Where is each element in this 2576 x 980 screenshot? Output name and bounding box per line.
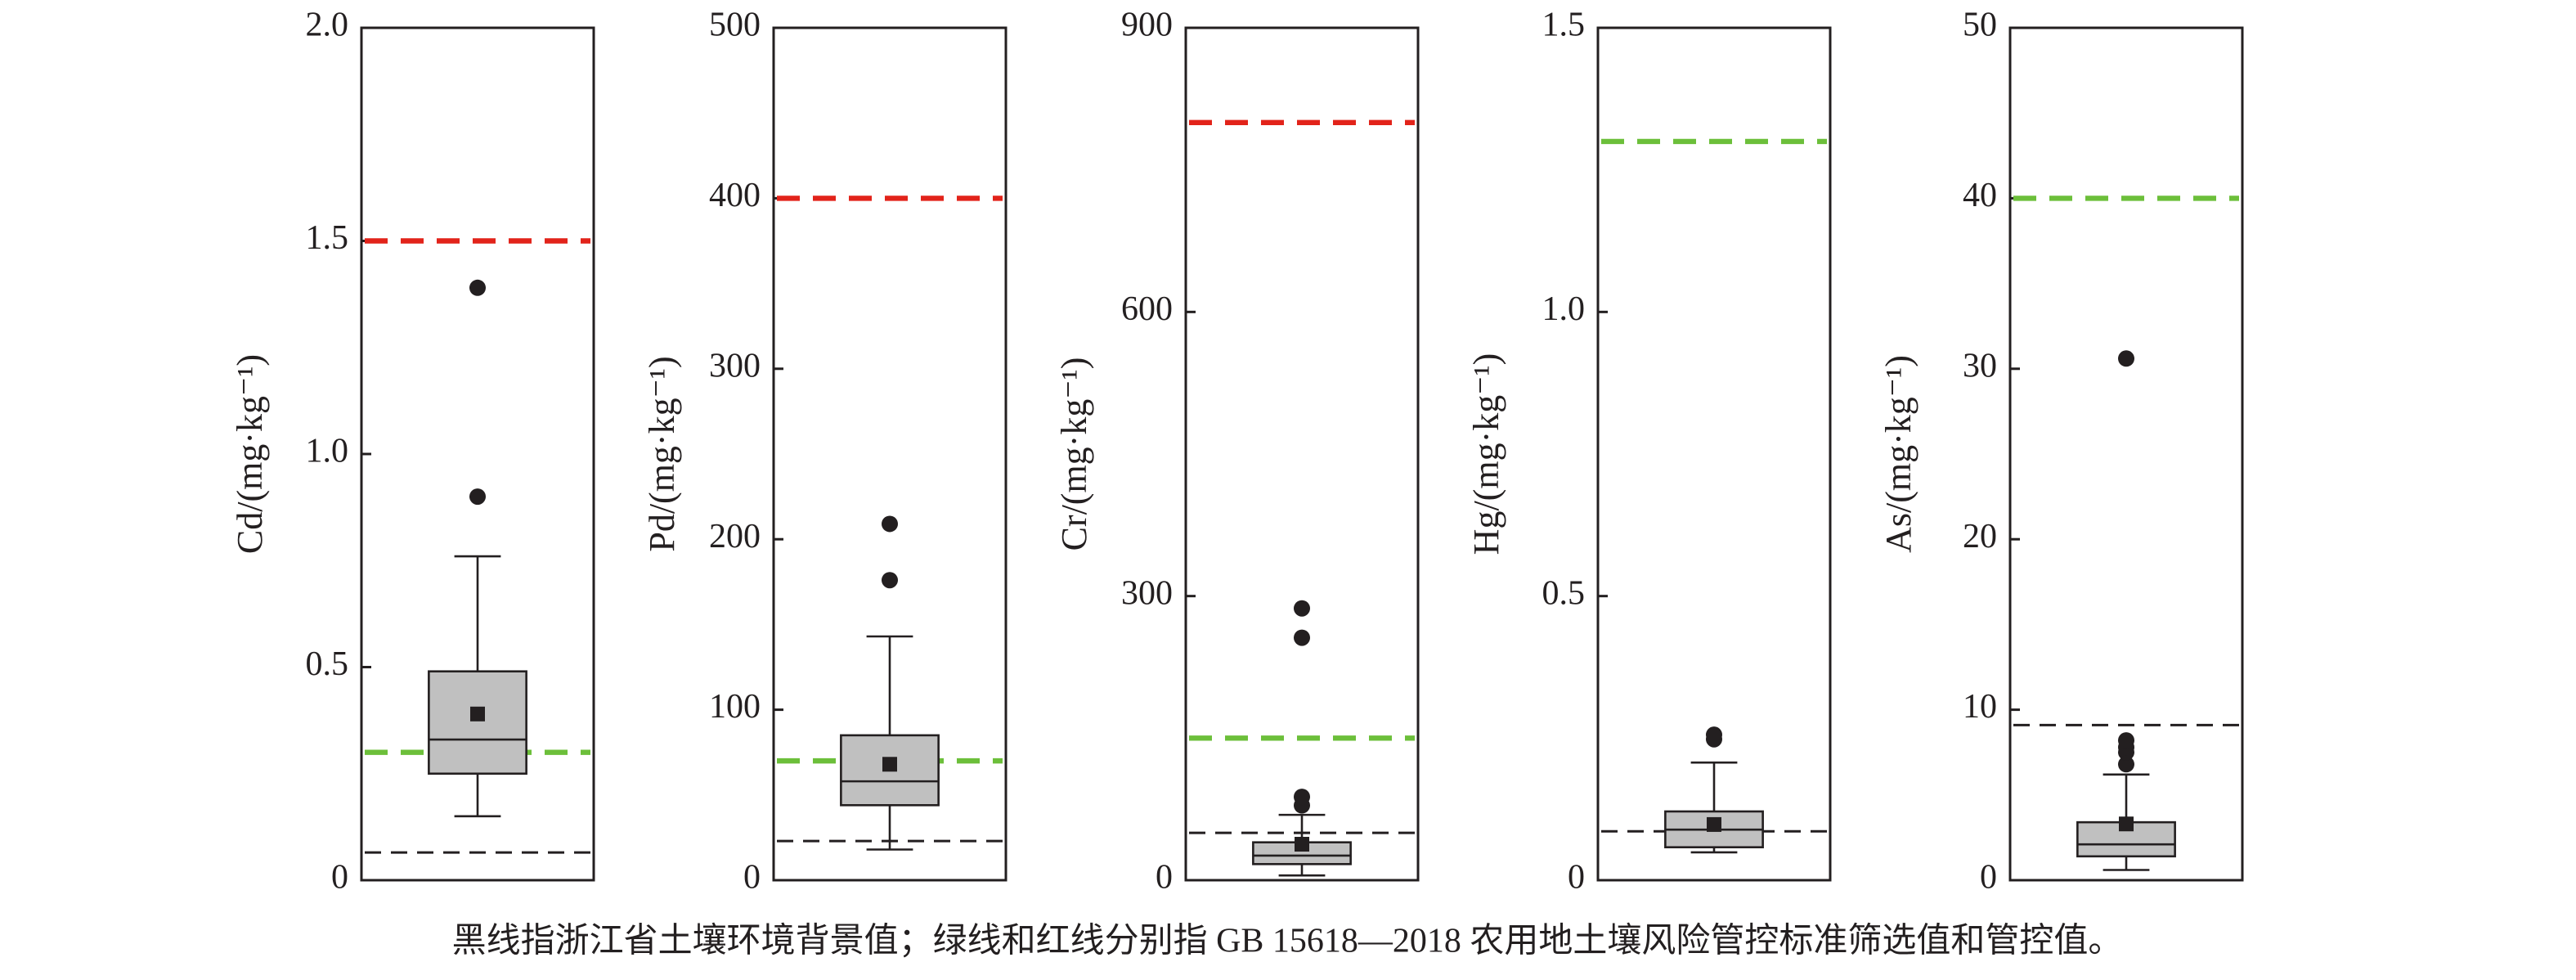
y-tick-label: 0.5 xyxy=(1542,574,1586,612)
caption: 黑线指浙江省土壤环境背景值；绿线和红线分别指 GB 15618—2018 农用地… xyxy=(452,922,2123,960)
outlier xyxy=(2118,756,2134,773)
y-axis-label: As/(mg·kg⁻¹) xyxy=(1878,355,1919,553)
outlier xyxy=(469,488,486,506)
plot-frame xyxy=(2008,26,2244,882)
mean xyxy=(882,757,897,772)
outlier xyxy=(1294,600,1310,617)
y-tick-label: 0 xyxy=(1568,859,1585,897)
y-tick-label: 600 xyxy=(1121,290,1173,328)
outlier xyxy=(1294,789,1310,806)
plot-frame xyxy=(1184,26,1420,882)
outlier xyxy=(2118,732,2134,749)
y-tick-label: 2.0 xyxy=(306,7,349,44)
y-tick-label: 0 xyxy=(1156,859,1173,897)
y-tick-label: 40 xyxy=(1963,177,1997,214)
outlier xyxy=(2118,350,2134,367)
outlier xyxy=(1294,629,1310,646)
outlier xyxy=(882,515,898,533)
mean xyxy=(470,706,485,722)
panel: 0 100 200 300 400 500 Pd/(mg·kg⁻¹) xyxy=(642,7,1008,897)
y-tick-label: 30 xyxy=(1963,347,1997,384)
mean xyxy=(1707,816,1721,832)
panel: 0 0.5 1.0 1.5 2.0 Cd/(mg·kg⁻¹) xyxy=(230,7,595,897)
y-tick-label: 1.5 xyxy=(306,219,349,257)
y-tick-label: 200 xyxy=(709,518,761,555)
y-tick-label: 20 xyxy=(1963,518,1997,555)
panel: 0 10 20 30 40 50 As/(mg·kg⁻¹) xyxy=(1878,7,2244,897)
y-axis-label: Cr/(mg·kg⁻¹) xyxy=(1054,357,1094,551)
mean xyxy=(2119,816,2134,832)
y-axis-label: Cd/(mg·kg⁻¹) xyxy=(230,354,270,554)
mean xyxy=(1295,837,1309,852)
outlier xyxy=(469,279,486,296)
y-tick-label: 50 xyxy=(1963,7,1997,44)
y-axis-label: Pd/(mg·kg⁻¹) xyxy=(642,356,682,551)
y-tick-label: 300 xyxy=(1121,574,1173,612)
y-tick-label: 900 xyxy=(1121,7,1173,44)
y-tick-label: 0.5 xyxy=(306,645,349,683)
y-tick-label: 0 xyxy=(1980,859,1997,897)
y-axis-label: Hg/(mg·kg⁻¹) xyxy=(1466,353,1506,555)
y-tick-label: 500 xyxy=(709,7,761,44)
y-tick-label: 300 xyxy=(709,347,761,384)
y-tick-label: 1.0 xyxy=(1542,290,1586,328)
outlier xyxy=(1706,726,1722,744)
y-tick-label: 100 xyxy=(709,688,761,726)
panel: 0 300 600 900 Cr/(mg·kg⁻¹) xyxy=(1054,7,1420,897)
y-tick-label: 1.5 xyxy=(1542,7,1586,44)
plot-frame xyxy=(772,26,1008,882)
outlier xyxy=(882,572,898,589)
plot-frame xyxy=(1596,26,1832,882)
y-tick-label: 1.0 xyxy=(306,433,349,470)
panel: 0 0.5 1.0 1.5 Hg/(mg·kg⁻¹) xyxy=(1466,7,1832,897)
y-tick-label: 400 xyxy=(709,177,761,214)
y-tick-label: 0 xyxy=(743,859,761,897)
box xyxy=(428,670,527,775)
y-tick-label: 10 xyxy=(1963,688,1997,726)
y-tick-label: 0 xyxy=(331,859,348,897)
